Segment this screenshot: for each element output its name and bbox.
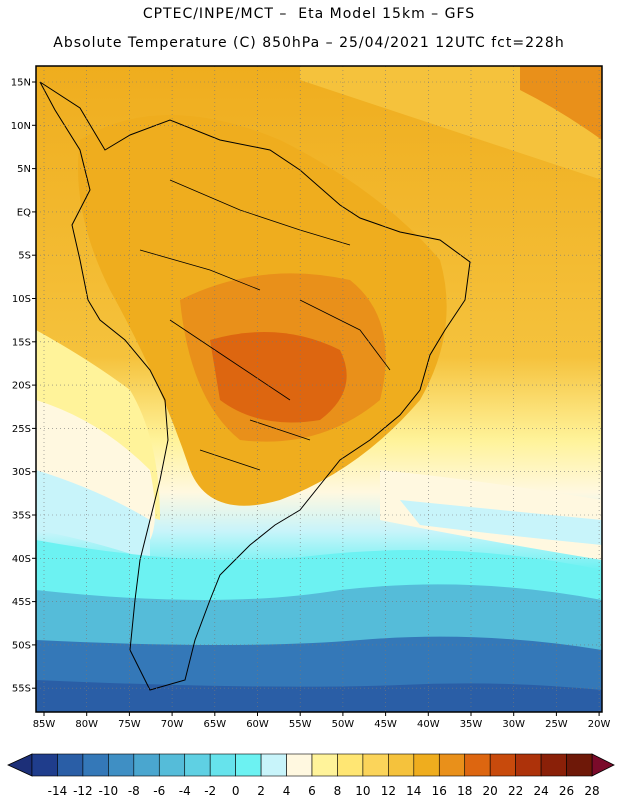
lat-label: 55S (12, 684, 31, 695)
lat-label: 45S (12, 597, 31, 608)
colorbar-swatch (235, 753, 262, 777)
lon-label: 25W (545, 719, 568, 730)
colorbar-swatch (209, 753, 236, 777)
colorbar-swatch (489, 753, 516, 777)
colorbar-swatch (82, 753, 109, 777)
colorbar-swatch (464, 753, 491, 777)
lon-label: 60W (246, 719, 269, 730)
lon-label: 40W (417, 719, 440, 730)
lat-label: 15N (11, 78, 31, 89)
map-frame (35, 65, 603, 713)
colorbar-swatch (540, 753, 567, 777)
colorbar-label: -4 (179, 784, 191, 798)
colorbar-label: 0 (232, 784, 240, 798)
lon-label: 85W (33, 719, 56, 730)
temperature-field (36, 66, 602, 712)
lon-label: 30W (502, 719, 525, 730)
lat-label: 10S (12, 294, 31, 305)
colorbar-label: 14 (406, 784, 421, 798)
colorbar-swatch (438, 753, 466, 777)
colorbar-label: 24 (533, 784, 548, 798)
chart-subtitle: Absolute Temperature (C) 850hPa – 25/04/… (53, 35, 565, 51)
colorbar-label: -2 (204, 784, 216, 798)
colorbar-label: 26 (559, 784, 574, 798)
colorbar-label: -14 (48, 784, 68, 798)
colorbar-label: -12 (73, 784, 93, 798)
latitude-labels: 15N 10N 5N EQ 5S 10S 15S 20S 25S 30S 35S 40S 45S 50S 5… (11, 78, 36, 695)
color-legend: -14 -12 -10 -8 -6 -4 -2 0 2 4 6 8 10 12 14 16 18 20 22 24 26… (7, 753, 615, 798)
colorbar-label: 28 (584, 784, 599, 798)
colorbar-label: 20 (483, 784, 498, 798)
lat-label: 50S (12, 640, 31, 651)
colorbar-label: 18 (457, 784, 472, 798)
lat-label: 20S (12, 381, 31, 392)
colorbar-swatch (388, 753, 415, 777)
lon-label: 75W (118, 719, 141, 730)
colorbar-label: 12 (381, 784, 396, 798)
lat-label: 5S (18, 251, 31, 262)
chart-title: CPTEC/INPE/MCT – Eta Model 15km – GFS (142, 6, 476, 22)
colorbar-label: -10 (99, 784, 119, 798)
lon-label: 80W (75, 719, 98, 730)
colorbar-label: 16 (432, 784, 447, 798)
lat-label: 40S (12, 554, 31, 565)
colorbar-swatch (311, 753, 338, 777)
colorbar-swatch (515, 753, 542, 777)
colorbar-swatch (108, 753, 135, 777)
colorbar-label: 8 (334, 784, 342, 798)
colorbar-swatch (362, 753, 389, 777)
lat-label: 10N (11, 121, 31, 132)
colorbar-swatch (133, 753, 160, 777)
colorbar-swatch (337, 753, 364, 777)
colorbar-swatch (31, 753, 58, 777)
colorbar-swatch (57, 753, 84, 777)
lon-label: 50W (332, 719, 355, 730)
lon-label: 20W (588, 719, 611, 730)
colorbar-swatch (413, 753, 440, 777)
coastline (39, 81, 471, 691)
colorbar-label: -8 (128, 784, 140, 798)
lat-label: 30S (12, 467, 31, 478)
colorbar-swatch (286, 753, 313, 777)
lat-label: EQ (17, 207, 31, 218)
colorbar-low-arrow (7, 753, 33, 777)
colorbar-swatch (260, 753, 287, 777)
lon-label: 65W (203, 719, 226, 730)
colorbar-label: 10 (355, 784, 370, 798)
lat-label: 25S (12, 424, 31, 435)
lon-label: 55W (289, 719, 312, 730)
colorbar-swatch (184, 753, 211, 777)
colorbar-label: 2 (257, 784, 265, 798)
colorbar-swatch (158, 753, 186, 777)
colorbar-label: 6 (308, 784, 316, 798)
lon-label: 35W (460, 719, 483, 730)
colorbar-label: 4 (283, 784, 291, 798)
colorbar-high-arrow (591, 753, 615, 777)
colorbar-label: 22 (508, 784, 523, 798)
lon-label: 70W (161, 719, 184, 730)
lat-label: 5N (17, 164, 31, 175)
colorbar-label: -6 (153, 784, 165, 798)
longitude-labels: 85W 80W 75W 70W 65W 60W 55W 50W 45W 40W 35W 30W 25W 2… (33, 712, 611, 730)
lat-label: 35S (12, 511, 31, 522)
lat-label: 15S (12, 337, 31, 348)
country-borders (139, 179, 391, 471)
colorbar-swatch (566, 753, 593, 777)
lon-label: 45W (374, 719, 397, 730)
